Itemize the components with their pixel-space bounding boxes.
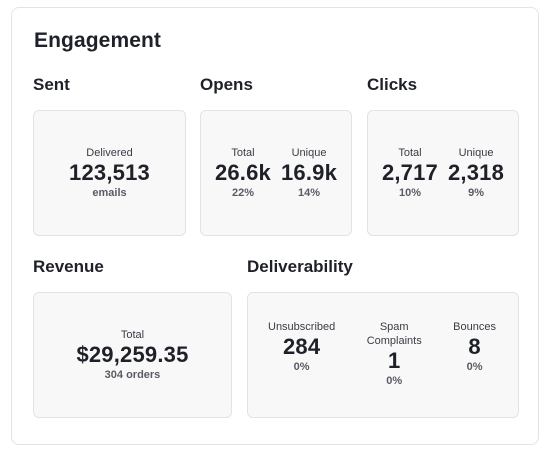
metric-value: 123,513: [69, 160, 150, 185]
metric-clicks-unique: Unique 2,318 9%: [448, 146, 504, 200]
metric-value: 16.9k: [281, 160, 338, 185]
metric-opens-total: Total 26.6k 22%: [215, 146, 271, 200]
metric-label: Total: [120, 329, 145, 341]
metric-value: 8: [468, 334, 481, 359]
metric-value: 1: [388, 348, 401, 373]
metric-clicks-total: Total 2,717 10%: [382, 146, 438, 200]
section-title-deliverability: Deliverability: [247, 257, 353, 276]
metric-label: Unsubscribed: [268, 321, 336, 333]
metric-label: Unique: [291, 147, 327, 159]
metric-opens-unique: Unique 16.9k 14%: [281, 146, 337, 200]
metric-value: $29,259.35: [76, 342, 189, 367]
metric-label: Delivered: [86, 147, 133, 159]
metric-sub: emails: [92, 187, 127, 199]
clicks-stat-box: Total 2,717 10% Unique 2,318 9%: [367, 110, 519, 236]
metric-sub: 0%: [386, 375, 403, 387]
metric-sub: 304 orders: [104, 369, 161, 381]
sent-stat-box: Delivered 123,513 emails: [33, 110, 186, 236]
engagement-card: Engagement Sent Delivered 123,513 emails…: [11, 7, 539, 445]
metric-value: 2,717: [381, 160, 438, 185]
metric-revenue-total: Total $29,259.35 304 orders: [76, 328, 188, 382]
deliverability-stat-box: Unsubscribed 284 0% Spam Complaints 1 0%…: [247, 292, 519, 418]
card-title: Engagement: [34, 29, 162, 52]
metric-value: 2,318: [448, 160, 505, 185]
metric-value: 26.6k: [214, 160, 271, 185]
revenue-stat-box: Total $29,259.35 304 orders: [33, 292, 232, 418]
section-title-opens: Opens: [200, 75, 253, 94]
metric-bounces: Bounces 8 0%: [453, 320, 496, 374]
metric-sub: 14%: [298, 187, 321, 199]
metric-sub: 0%: [293, 361, 310, 373]
metric-label: Spam Complaints: [366, 321, 422, 347]
metric-spam-complaints: Spam Complaints 1 0%: [364, 320, 424, 388]
metric-label: Bounces: [453, 321, 496, 333]
section-title-clicks: Clicks: [367, 75, 418, 94]
section-title-sent: Sent: [33, 75, 70, 94]
opens-stat-box: Total 26.6k 22% Unique 16.9k 14%: [200, 110, 352, 236]
metric-delivered: Delivered 123,513 emails: [69, 146, 150, 200]
metric-sub: 0%: [466, 361, 483, 373]
metric-sub: 9%: [468, 187, 484, 199]
metric-sub: 10%: [398, 187, 421, 199]
metric-label: Total: [231, 147, 255, 159]
metric-unsubscribed: Unsubscribed 284 0%: [268, 320, 335, 374]
metric-label: Total: [398, 147, 422, 159]
metric-label: Unique: [458, 147, 494, 159]
metric-value: 284: [282, 334, 321, 359]
section-title-revenue: Revenue: [33, 257, 104, 276]
metric-sub: 22%: [231, 187, 254, 199]
